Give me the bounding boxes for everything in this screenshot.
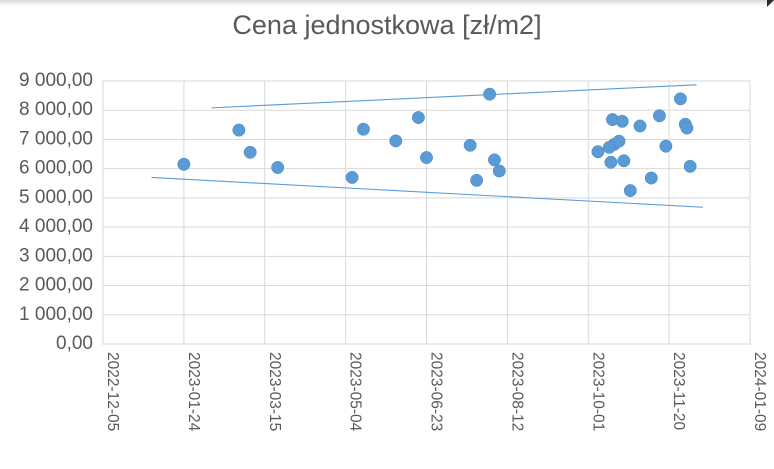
svg-text:8 000,00: 8 000,00 — [19, 99, 93, 120]
svg-text:2023-11-20: 2023-11-20 — [670, 352, 687, 431]
svg-text:4 000,00: 4 000,00 — [19, 216, 93, 237]
svg-text:2023-03-15: 2023-03-15 — [266, 352, 283, 431]
svg-text:2023-01-24: 2023-01-24 — [185, 352, 202, 432]
svg-text:5 000,00: 5 000,00 — [19, 187, 93, 208]
svg-text:2023-06-23: 2023-06-23 — [428, 352, 445, 431]
svg-text:3 000,00: 3 000,00 — [19, 245, 93, 266]
svg-text:2023-08-12: 2023-08-12 — [508, 352, 525, 431]
svg-text:2024-01-09: 2024-01-09 — [751, 352, 768, 431]
svg-text:2 000,00: 2 000,00 — [19, 275, 93, 296]
svg-text:6 000,00: 6 000,00 — [19, 158, 93, 179]
svg-text:2022-12-05: 2022-12-05 — [104, 352, 121, 431]
svg-text:1 000,00: 1 000,00 — [19, 304, 93, 325]
svg-text:9 000,00: 9 000,00 — [19, 70, 93, 91]
svg-text:2023-05-04: 2023-05-04 — [347, 352, 364, 432]
svg-text:0,00: 0,00 — [56, 333, 93, 354]
svg-text:2023-10-01: 2023-10-01 — [589, 352, 606, 431]
svg-text:7 000,00: 7 000,00 — [19, 128, 93, 149]
